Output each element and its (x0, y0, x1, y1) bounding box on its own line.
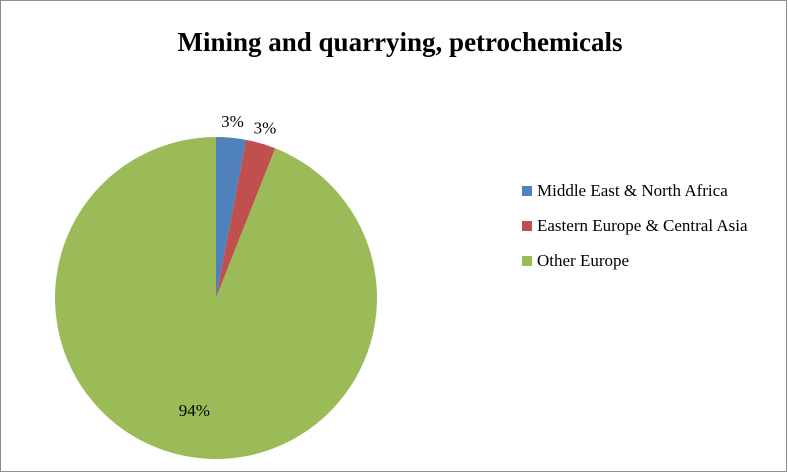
data-label: 94% (179, 401, 210, 420)
legend-label: Other Europe (537, 251, 630, 270)
legend-swatch (522, 256, 532, 266)
legend-entry: Other Europe (522, 250, 784, 272)
pie-slice (55, 137, 378, 460)
legend-swatch (522, 186, 532, 196)
legend-entry: Eastern Europe & Central Asia (522, 215, 784, 237)
chart-title: Mining and quarrying, petrochemicals (177, 27, 622, 57)
legend-label: Eastern Europe & Central Asia (537, 216, 748, 235)
data-label: 3% (254, 118, 277, 137)
pie-slice (216, 139, 276, 298)
legend: Middle East & North Africa Eastern Europe… (522, 180, 784, 285)
legend-entry: Middle East & North Africa (522, 180, 784, 202)
legend-label: Middle East & North Africa (537, 181, 728, 200)
legend-swatch (522, 221, 532, 231)
data-label: 3% (221, 112, 244, 131)
pie-slice (216, 137, 247, 298)
